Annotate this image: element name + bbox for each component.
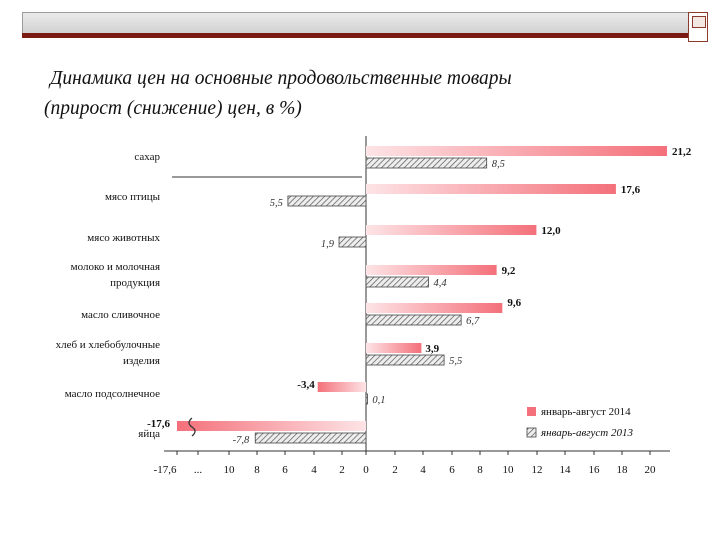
data-label-2014: 17,6 <box>621 184 641 196</box>
x-tick-label: 20 <box>645 464 657 476</box>
category-label: молоко и молочная продукция <box>71 261 160 289</box>
legend: январь-август 2014 январь-август 2013 <box>520 404 658 442</box>
category-label: яйца <box>138 428 160 440</box>
x-tick-label: 6 <box>282 464 288 476</box>
data-label-2013: 6,7 <box>466 316 480 327</box>
data-label-2013: 8,5 <box>492 159 505 170</box>
data-label-2013: 0,1 <box>372 395 385 406</box>
x-tick-label: -17,6 <box>154 464 177 476</box>
x-tick-label: 8 <box>477 464 483 476</box>
x-tick-label: 16 <box>589 464 601 476</box>
bar-2013 <box>287 195 367 207</box>
bar-2014 <box>366 225 537 235</box>
category-label: сахар <box>134 151 160 163</box>
title-line-2: (прирост (снижение) цен, в %) <box>44 98 302 119</box>
data-label-2013: 1,9 <box>321 239 335 250</box>
data-label-2013: -7,8 <box>233 435 250 446</box>
bar-2014 <box>317 382 366 392</box>
x-tick-label: ... <box>194 464 203 476</box>
legend-background <box>520 404 658 442</box>
x-tick-label: 10 <box>224 464 236 476</box>
data-label-2014: 21,2 <box>672 146 692 158</box>
bar-2014 <box>366 146 668 156</box>
slide-header-rule <box>22 33 688 38</box>
x-tick-label: 10 <box>503 464 515 476</box>
legend-swatch-2013 <box>526 427 537 438</box>
category-label: хлеб и хлебобулочные изделия <box>56 339 161 367</box>
x-tick-label: 18 <box>617 464 629 476</box>
x-tick-label: 12 <box>532 464 543 476</box>
x-tick-label: 8 <box>254 464 260 476</box>
bar-2013 <box>254 432 367 444</box>
legend-label-2014: январь-август 2014 <box>541 406 631 418</box>
data-label-2014: 9,2 <box>502 265 516 277</box>
bar-2013 <box>365 354 445 366</box>
x-tick-label: 4 <box>420 464 426 476</box>
x-tick-label: 14 <box>560 464 572 476</box>
axis-break-mark <box>188 417 196 437</box>
legend-label-2013: январь-август 2013 <box>540 427 633 439</box>
category-label: масло подсолнечное <box>65 388 160 400</box>
bar-2013 <box>365 314 462 326</box>
data-label-2014: -17,6 <box>147 418 170 430</box>
data-label-2014: 9,6 <box>507 297 521 309</box>
bar-2014 <box>366 303 503 313</box>
slide-title: Динамика цен на основные продовольственн… <box>44 64 704 124</box>
bar-2013 <box>338 236 367 248</box>
bar-2014 <box>366 265 497 275</box>
data-label-2013: 5,5 <box>270 198 283 209</box>
data-label-2014: -3,4 <box>297 379 315 391</box>
data-label-2014: 12,0 <box>541 225 561 237</box>
x-tick-label: 2 <box>339 464 345 476</box>
category-label: масло сливочное <box>81 309 160 321</box>
x-tick-label: 2 <box>392 464 398 476</box>
x-tick-label: 6 <box>449 464 455 476</box>
legend-swatch-2014 <box>527 407 536 416</box>
bar-2014 <box>177 421 366 431</box>
data-label-2014: 3,9 <box>425 343 439 355</box>
x-tick-label: 4 <box>311 464 317 476</box>
title-line-1: Динамика цен на основные продовольственн… <box>50 68 512 89</box>
category-label: мясо птицы <box>105 191 161 203</box>
bar-2014 <box>366 184 616 194</box>
bar-2014 <box>366 343 422 353</box>
category-label: мясо животных <box>87 232 160 244</box>
bar-2013 <box>365 276 429 288</box>
slide-corner-ornament <box>688 12 708 42</box>
x-tick-label: 0 <box>363 464 369 476</box>
data-label-2013: 4,4 <box>433 278 447 289</box>
bar-2013 <box>365 393 368 405</box>
data-label-2013: 5,5 <box>449 356 462 367</box>
bar-2013 <box>365 157 488 169</box>
